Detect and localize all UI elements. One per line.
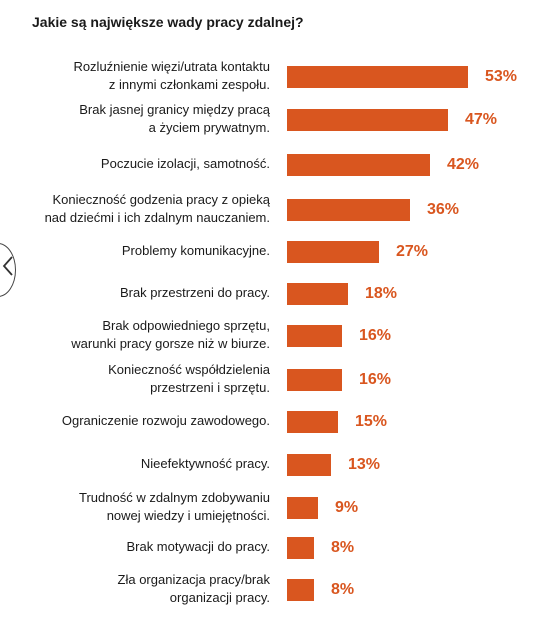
category-label-line: Poczucie izolacji, samotność.	[100, 156, 270, 171]
bar	[287, 241, 379, 263]
category-label-line: warunki pracy gorsze niż w biurze.	[71, 336, 270, 351]
category-label: Trudność w zdalnym zdobywaniu nowej wiedz…	[79, 489, 270, 525]
bar	[287, 199, 410, 221]
category-label-line: Rozluźnienie więzi/utrata kontaktu	[73, 59, 270, 74]
category-label: Ograniczenie rozwoju zawodowego.	[62, 412, 270, 430]
value-label: 15%	[355, 413, 388, 430]
category-label: Brak motywacji do pracy.	[126, 538, 270, 556]
category-label: Brak przestrzeni do pracy.	[120, 284, 270, 302]
value-label: 53%	[485, 68, 518, 85]
bar	[287, 579, 314, 601]
category-label-line: Trudność w zdalnym zdobywaniu	[79, 490, 270, 505]
category-label-line: organizacji pracy.	[169, 590, 270, 605]
value-label: 36%	[427, 201, 460, 218]
value-label: 8%	[331, 581, 355, 598]
category-label-line: Problemy komunikacyjne.	[121, 243, 270, 258]
value-label: 18%	[365, 285, 398, 302]
category-label-line: Zła organizacja pracy/brak	[117, 572, 270, 587]
chart-title: Jakie są największe wady pracy zdalnej?	[32, 14, 304, 30]
category-label-line: przestrzeni i sprzętu.	[150, 380, 270, 395]
bar	[287, 283, 348, 305]
category-label-line: Konieczność współdzielenia	[108, 362, 270, 377]
value-label: 16%	[359, 371, 392, 388]
value-label: 42%	[447, 156, 480, 173]
category-label: Brak odpowiedniego sprzętu, warunki pracy…	[71, 317, 270, 353]
bar	[287, 369, 342, 391]
value-label: 8%	[331, 539, 355, 556]
category-label: Brak jasnej granicy między pracą a życiem…	[79, 101, 270, 137]
bar	[287, 497, 318, 519]
category-label: Nieefektywność pracy.	[141, 455, 270, 473]
category-label-line: Brak jasnej granicy między pracą	[79, 102, 270, 117]
category-label: Konieczność współdzielenia przestrzeni i …	[108, 361, 270, 397]
chevron-left-icon[interactable]	[1, 255, 15, 277]
bar	[287, 154, 430, 176]
category-label: Problemy komunikacyjne.	[122, 242, 270, 260]
category-label-line: Nieefektywność pracy.	[140, 456, 270, 471]
category-label-line: Brak przestrzeni do pracy.	[119, 285, 270, 300]
category-label-line: Ograniczenie rozwoju zawodowego.	[61, 413, 270, 428]
category-label: Poczucie izolacji, samotność.	[101, 155, 270, 173]
category-label-line: z innymi członkami zespołu.	[108, 77, 270, 92]
bar	[287, 454, 331, 476]
category-label: Konieczność godzenia pracy z opieką nad d…	[45, 191, 270, 227]
bar	[287, 411, 338, 433]
category-label-line: Konieczność godzenia pracy z opieką	[52, 192, 270, 207]
bar	[287, 109, 448, 131]
value-label: 16%	[359, 327, 392, 344]
value-label: 47%	[465, 111, 498, 128]
category-label: Rozluźnienie więzi/utrata kontaktu z inny…	[73, 58, 270, 94]
value-label: 13%	[348, 456, 381, 473]
bar	[287, 66, 468, 88]
value-label: 9%	[335, 499, 359, 516]
bar	[287, 325, 342, 347]
category-label-line: Brak odpowiedniego sprzętu,	[102, 318, 270, 333]
category-label-line: Brak motywacji do pracy.	[126, 539, 270, 554]
category-label-line: a życiem prywatnym.	[148, 120, 270, 135]
category-label-line: nad dziećmi i ich zdalnym nauczaniem.	[44, 210, 270, 225]
category-label: Zła organizacja pracy/brak organizacji pr…	[118, 571, 270, 607]
value-label: 27%	[396, 243, 429, 260]
category-label-line: nowej wiedzy i umiejętności.	[106, 508, 270, 523]
bar	[287, 537, 314, 559]
